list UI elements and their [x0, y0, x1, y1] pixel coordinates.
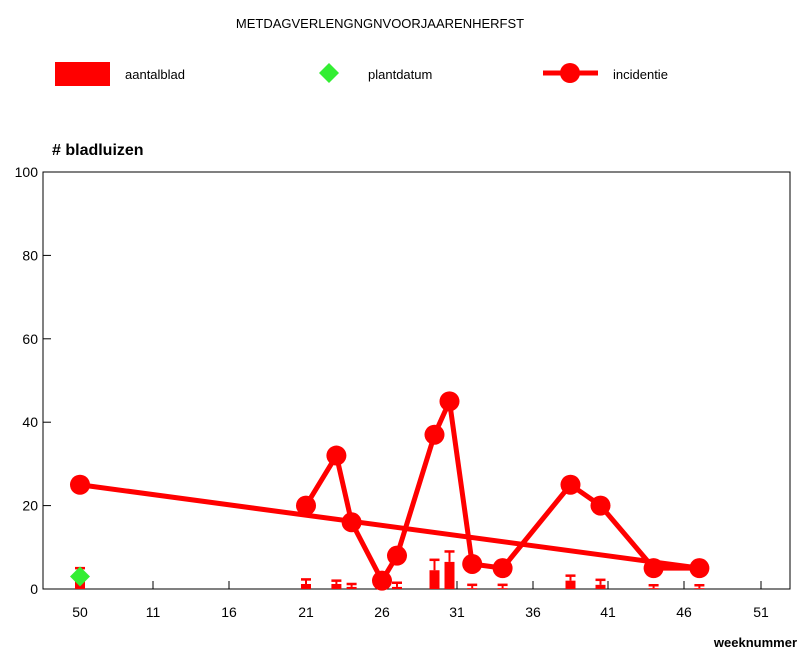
bar — [648, 588, 659, 589]
y-tick-label: 0 — [30, 581, 38, 597]
incidentie-point — [70, 474, 90, 495]
incidentie-point — [372, 570, 392, 591]
bar — [429, 570, 440, 589]
x-tick-label: 51 — [753, 604, 769, 620]
y-tick-label: 80 — [22, 247, 38, 263]
legend-label-incidentie: incidentie — [613, 67, 668, 82]
plantdatum-point — [70, 566, 90, 587]
incidentie-point — [341, 512, 362, 533]
bar — [331, 583, 342, 589]
bar — [565, 580, 576, 589]
y-axis-label: # bladluizen — [52, 142, 144, 159]
y-tick-label: 40 — [22, 414, 38, 430]
x-axis-label: weeknummer — [713, 635, 797, 650]
x-tick-label: 50 — [72, 604, 88, 620]
incidentie-point — [492, 558, 513, 579]
bar — [497, 588, 508, 589]
incidentie-point — [462, 553, 483, 574]
bar — [392, 586, 402, 589]
bar — [346, 586, 357, 589]
incidentie-point — [296, 495, 316, 516]
bar — [467, 588, 478, 589]
incidentie-point — [590, 495, 611, 516]
legend-bar-swatch — [55, 62, 110, 86]
x-tick-label: 41 — [600, 604, 616, 620]
incidentie-point — [387, 545, 407, 566]
x-tick-label: 21 — [298, 604, 314, 620]
x-tick-label: 36 — [525, 604, 541, 620]
legend: aantalblad plantdatum incidentie — [55, 62, 668, 86]
x-tick-label: 26 — [374, 604, 390, 620]
line-series — [70, 391, 710, 591]
legend-diamond-marker — [319, 63, 339, 83]
plot-area — [42, 171, 791, 590]
y-axis: 0 20 40 60 80 100 — [15, 164, 51, 597]
y-tick-label: 20 — [22, 498, 38, 514]
legend-label-aantalblad: aantalblad — [125, 67, 185, 82]
x-tick-label: 46 — [676, 604, 692, 620]
incidentie-point — [560, 474, 581, 495]
incidentie-point — [439, 391, 460, 412]
x-tick-label: 16 — [221, 604, 237, 620]
chart-title: METDAGVERLENGNGNVOORJAARENHERFST — [236, 16, 524, 31]
y-tick-label: 100 — [15, 164, 39, 180]
legend-circle-marker — [560, 63, 580, 83]
incidentie-point — [643, 558, 664, 579]
bar — [301, 583, 311, 589]
bar — [444, 561, 455, 589]
bar — [595, 584, 606, 589]
incidentie-line — [79, 398, 702, 584]
y-tick-label: 60 — [22, 331, 38, 347]
legend-label-plantdatum: plantdatum — [368, 67, 432, 82]
incidentie-point — [689, 558, 710, 579]
x-tick-label: 11 — [146, 604, 161, 620]
x-axis: 50 11 16 21 26 31 36 41 46 51 — [72, 581, 769, 620]
incidentie-point — [326, 445, 347, 466]
x-tick-label: 31 — [449, 604, 465, 620]
incidentie-point — [424, 424, 445, 445]
scatter-series — [70, 566, 90, 587]
bar — [694, 588, 705, 589]
